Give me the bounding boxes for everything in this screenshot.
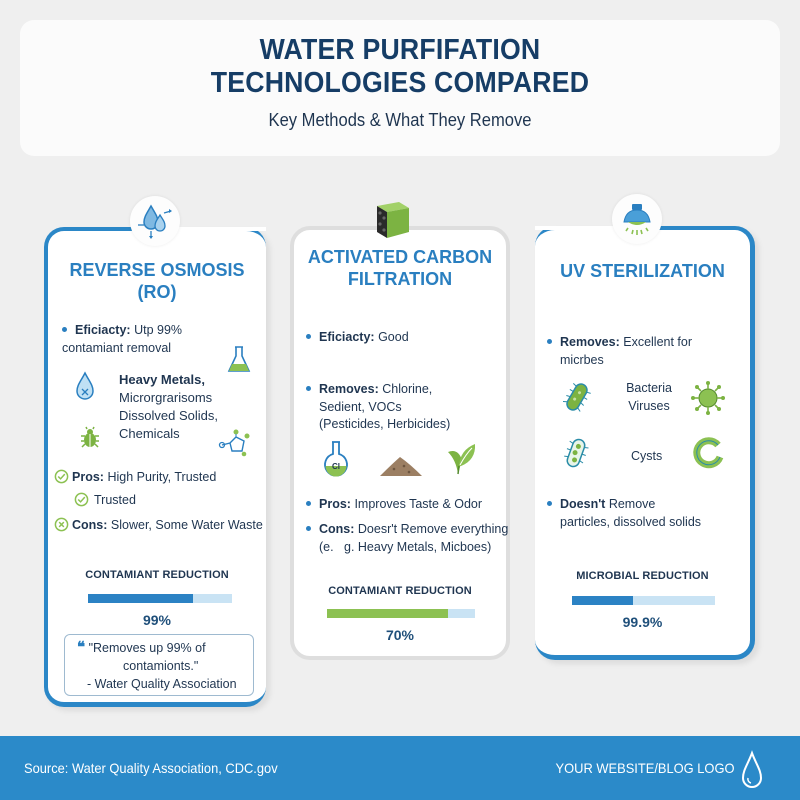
logo-text[interactable]: YOUR WEBSITE/BLOG LOGO [555, 760, 734, 776]
bullet-icon [306, 501, 311, 507]
contaminated-drop-icon [74, 371, 96, 406]
quote-text: "Removes up 99% of [88, 641, 206, 655]
pros-item: Pros: Improves Taste & Odor [306, 495, 482, 513]
removes-item: Removes: Chlorine, [306, 380, 432, 398]
metric-label: CONTAMIANT REDUCTION [328, 585, 472, 597]
metric-label: MICROBIAL REDUCTION [576, 570, 709, 582]
card-title: REVERSE OSMOSIS (RO) [69, 260, 245, 302]
cyst-ring-icon [690, 435, 726, 476]
card-title: UV STERILIZATION [560, 261, 725, 281]
progress-fill [572, 596, 634, 605]
bullet-icon [306, 386, 311, 392]
metric-value: 99% [142, 612, 172, 628]
metric-value: 99.9% [622, 614, 663, 630]
bacteria-icon [562, 380, 591, 419]
efficacy-item: Eficiacty: Utp 99% contamiant removal [62, 323, 183, 355]
pros-item: Pros: High Purity, Trusted [54, 468, 216, 486]
doesnt-remove-item: Doesn't Remove [547, 495, 655, 513]
check-circle-icon [74, 492, 89, 507]
uv-lamp-icon [612, 194, 662, 244]
x-circle-icon [54, 517, 69, 532]
card-title: ACTIVATED CARBON FILTRATION [307, 247, 493, 289]
microbe-list: Bacteria Viruses [626, 381, 672, 413]
card-uv-sterilization: UV STERILIZATION Removes: Excellent for … [535, 226, 755, 660]
quote-box: ❝ "Removes up 99% of contamionts." - Wat… [64, 634, 254, 696]
progress-fill [88, 594, 194, 603]
bug-icon [78, 426, 102, 455]
carbon-cube-icon [368, 193, 418, 243]
metric-value: 70% [385, 627, 415, 643]
title-line-1: WATER PURFIFATION [259, 34, 541, 66]
removes-list: Heavy Metals, Microrgrarisoms Dissolved … [119, 372, 218, 441]
check-circle-icon [54, 469, 69, 484]
cysts-label: Cysts [631, 449, 663, 463]
bullet-icon [547, 339, 552, 345]
header-panel: WATER PURFIFATION TECHNOLOGIES COMPARED … [20, 20, 780, 156]
metric-label: CONTAMIANT REDUCTION [85, 569, 229, 581]
cons-item: Cons: Doesr't Remove everything [306, 520, 508, 538]
cons-item: Cons: Slower, Some Water Waste [54, 516, 263, 534]
removes-item: Removes: Excellent for [547, 333, 692, 351]
quote-icon: ❝ [77, 639, 86, 656]
chlorine-flask-icon: Cl [320, 440, 352, 487]
sediment-pile-icon [378, 454, 424, 483]
quote-source: - Water Quality Association [87, 677, 237, 691]
pros-extra-item: Trusted [74, 491, 136, 509]
bullet-icon [547, 501, 552, 507]
card-reverse-osmosis: REVERSE OSMOSIS (RO) Eficiacty: Utp 99% … [44, 227, 266, 707]
efficacy-item: Eficiacty: Good [306, 328, 409, 346]
footer-bar: Source: Water Quality Association, CDC.g… [0, 736, 800, 800]
quote-text-2: contamionts." [123, 659, 199, 673]
bullet-icon [62, 327, 67, 333]
progress-fill [327, 609, 449, 618]
flask-icon [226, 345, 252, 380]
reduction-progress-bar [88, 594, 232, 603]
bullet-icon [306, 334, 311, 340]
reduction-progress-bar [327, 609, 475, 618]
molecule-icon [216, 425, 252, 462]
reduction-progress-bar [572, 596, 715, 605]
virus-icon [690, 380, 726, 421]
bullet-icon [306, 526, 311, 532]
water-drop-icon [740, 750, 764, 795]
water-drops-arrows-icon [130, 196, 180, 246]
source-text: Source: Water Quality Association, CDC.g… [24, 760, 278, 776]
svg-text:Cl: Cl [332, 462, 340, 471]
page-title: WATER PURFIFATION TECHNOLOGIES COMPARED [50, 20, 749, 100]
title-line-2: TECHNOLOGIES COMPARED [210, 67, 590, 99]
card-activated-carbon: ACTIVATED CARBON FILTRATION Eficiacty: G… [290, 226, 510, 660]
leaf-icon [444, 440, 478, 481]
protozoa-icon [563, 436, 589, 475]
page-subtitle: Key Methods & What They Remove [268, 110, 532, 130]
